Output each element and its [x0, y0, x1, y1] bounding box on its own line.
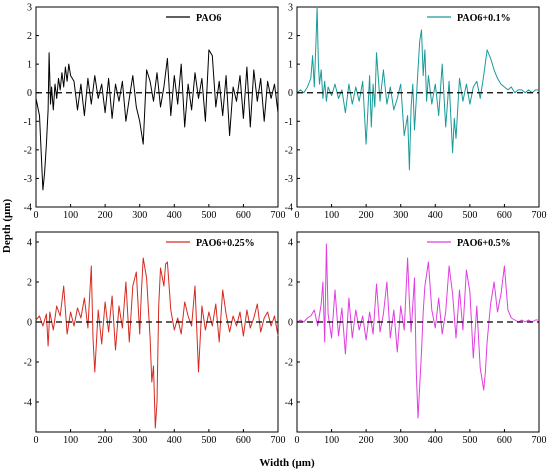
x-tick-label: 200	[359, 435, 374, 446]
x-tick-label: 200	[359, 210, 374, 221]
y-tick-label: 0	[288, 88, 293, 99]
y-axis-label: Depth (μm)	[1, 199, 13, 254]
legend-label: PAO6+0.25%	[196, 238, 255, 249]
y-tick-label: 2	[288, 31, 293, 42]
y-tick-label: -2	[24, 145, 32, 156]
series-line	[296, 6, 539, 171]
x-tick-label: 400	[428, 435, 443, 446]
x-tick-label: 700	[532, 210, 547, 221]
series-line	[296, 243, 539, 419]
y-tick-label: 3	[27, 3, 32, 14]
plot-frame	[35, 6, 279, 208]
x-tick-label: 300	[132, 210, 147, 221]
x-tick-label: 700	[271, 210, 286, 221]
panel-pao6-0-1: 0 100 200 300 400 500 600 700 -4 -3 -2 -1 0 1 2 3 PAO6+0…	[285, 3, 547, 222]
y-tick-label: 2	[288, 278, 293, 289]
x-axis-label: Width (μm)	[259, 457, 315, 469]
x-tick-label: 400	[167, 210, 182, 221]
x-tick-label: 600	[497, 435, 512, 446]
y-tick-label: 4	[27, 238, 32, 249]
y-tick-label: -4	[285, 203, 293, 214]
x-tick-label: 100	[63, 435, 78, 446]
y-tick-label: 1	[27, 60, 32, 71]
y-tick-label: 2	[27, 278, 32, 289]
y-tick-label: 1	[288, 60, 293, 71]
series-line	[35, 257, 279, 429]
x-tick-label: 500	[201, 210, 216, 221]
y-tick-label: -2	[24, 358, 32, 369]
x-tick-label: 0	[34, 435, 39, 446]
x-tick-label: 500	[462, 435, 477, 446]
y-tick-label: 0	[27, 318, 32, 329]
x-tick-label: 600	[497, 210, 512, 221]
x-tick-label: 300	[132, 435, 147, 446]
x-tick-label: 500	[462, 210, 477, 221]
x-tick-label: 700	[271, 435, 286, 446]
x-tick-label: 300	[393, 210, 408, 221]
y-tick-label: -2	[285, 145, 293, 156]
legend-label: PAO6	[196, 13, 221, 24]
y-tick-label: -4	[24, 398, 32, 409]
y-tick-label: -4	[24, 203, 32, 214]
panel-pao6: 0 100 200 300 400 500 600 700 -4 -3 -2 -1 0 1 2 3 PAO6	[24, 3, 286, 222]
x-tick-label: 700	[532, 435, 547, 446]
x-tick-label: 200	[98, 210, 113, 221]
y-tick-label: -3	[285, 174, 293, 185]
y-tick-label: 4	[288, 238, 293, 249]
y-tick-label: 0	[27, 88, 32, 99]
y-tick-label: -1	[24, 117, 32, 128]
x-tick-label: 200	[98, 435, 113, 446]
x-tick-label: 600	[236, 210, 251, 221]
legend-label: PAO6+0.1%	[457, 13, 511, 24]
x-tick-label: 0	[34, 210, 39, 221]
x-tick-label: 0	[295, 210, 300, 221]
x-tick-label: 100	[324, 210, 339, 221]
y-tick-label: 3	[288, 3, 293, 14]
y-tick-label: -4	[285, 398, 293, 409]
panel-pao6-0-5: 0 100 200 300 400 500 600 700 -4 -2 0 2 4 PAO6+0.5%	[285, 231, 547, 446]
x-tick-label: 500	[201, 435, 216, 446]
x-tick-label: 400	[167, 435, 182, 446]
series-line	[35, 49, 279, 191]
y-tick-label: -2	[285, 358, 293, 369]
y-tick-label: 2	[27, 31, 32, 42]
plot-frame	[35, 231, 279, 433]
legend-label: PAO6+0.5%	[457, 238, 511, 249]
x-tick-label: 600	[236, 435, 251, 446]
y-tick-label: -3	[24, 174, 32, 185]
y-tick-label: 0	[288, 318, 293, 329]
x-tick-label: 100	[324, 435, 339, 446]
plot-frame	[296, 231, 540, 433]
panel-pao6-0-25: 0 100 200 300 400 500 600 700 -4 -2 0 2 4 PAO6+0.25%	[24, 231, 286, 446]
y-tick-label: -1	[285, 117, 293, 128]
x-tick-label: 100	[63, 210, 78, 221]
x-tick-label: 300	[393, 435, 408, 446]
x-tick-label: 400	[428, 210, 443, 221]
plot-frame	[296, 6, 540, 208]
x-tick-label: 0	[295, 435, 300, 446]
